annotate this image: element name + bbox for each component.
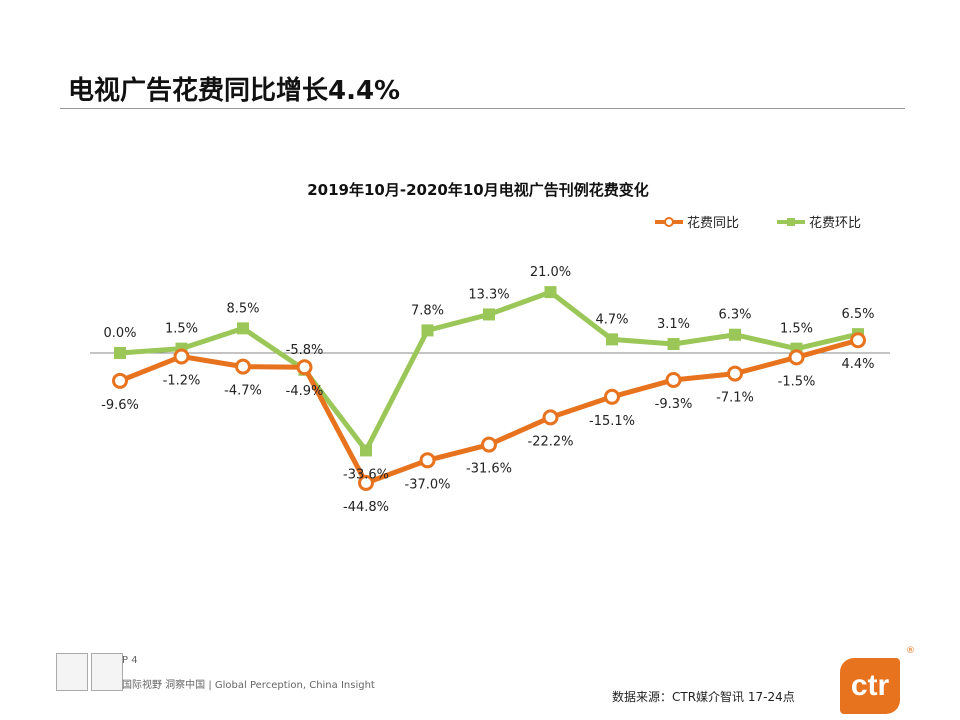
data-label: 1.5% (780, 322, 813, 337)
data-label: -44.8% (343, 500, 389, 515)
data-label: -9.3% (655, 397, 693, 412)
data-label: -4.7% (224, 384, 262, 399)
data-point (729, 328, 741, 341)
data-label: 4.7% (595, 312, 628, 327)
data-label: -22.2% (528, 434, 574, 449)
data-label: 6.5% (841, 307, 874, 322)
data-label: -9.6% (101, 398, 139, 413)
legend-label: 花费同比 (687, 215, 739, 231)
data-label: -33.6% (343, 467, 389, 482)
data-point (542, 409, 559, 426)
chart-title: 2019年10月-2020年10月电视广告刊例花费变化 (307, 181, 648, 199)
page-number: P 4 (122, 655, 138, 666)
data-source: 数据来源：CTR媒介智讯 17-24点 (612, 690, 795, 704)
data-point (667, 338, 680, 351)
legend: 花费同比 花费环比 (655, 215, 861, 231)
data-point (604, 388, 620, 405)
data-point (296, 359, 313, 376)
data-label: 6.3% (718, 308, 751, 323)
data-label: 4.4% (841, 357, 874, 372)
data-point (665, 371, 682, 388)
data-point (112, 372, 128, 389)
data-label: -4.9% (286, 384, 324, 399)
certification-logos (56, 653, 123, 691)
data-label: 21.0% (530, 265, 571, 280)
data-point (235, 358, 251, 375)
line-chart: 2019年10月-2020年10月电视广告刊例花费变化 花费同比 花费环比 -9.… (90, 181, 890, 515)
data-point (173, 348, 190, 365)
data-point (114, 347, 126, 359)
data-label: 8.5% (226, 301, 259, 316)
cert-logo-ukas (91, 653, 123, 691)
cert-logo-sgs (56, 653, 88, 691)
legend-marker (787, 218, 795, 226)
registered-mark: ® (906, 646, 915, 656)
data-point (788, 349, 805, 366)
title-divider (60, 108, 905, 109)
data-label: -5.8% (286, 343, 324, 358)
data-label: -15.1% (589, 414, 635, 429)
data-point (544, 286, 557, 299)
data-point (850, 332, 866, 349)
page-title: 电视广告花费同比增长4.4% (68, 76, 401, 106)
data-point (727, 365, 743, 382)
data-label: -7.1% (716, 391, 754, 406)
data-point (360, 444, 372, 457)
data-label: 3.1% (657, 317, 690, 332)
data-label: 1.5% (165, 322, 198, 337)
data-point (606, 333, 618, 346)
slogan: 国际视野 洞察中国 | Global Perception, China Ins… (122, 680, 375, 691)
legend-marker (664, 217, 674, 227)
data-point (483, 308, 495, 321)
data-label: 13.3% (468, 287, 509, 302)
ctr-logo: ctr (840, 658, 900, 714)
data-label: 7.8% (411, 303, 444, 318)
data-label: -1.5% (778, 374, 816, 389)
data-point (481, 436, 497, 453)
data-point (237, 322, 249, 335)
data-label: 0.0% (103, 326, 136, 341)
data-point (419, 452, 436, 469)
data-label: -37.0% (405, 477, 451, 492)
legend-label: 花费环比 (809, 215, 861, 231)
data-label: -31.6% (466, 462, 512, 477)
data-point (358, 474, 374, 491)
data-point (421, 324, 434, 337)
data-label: -1.2% (163, 373, 201, 388)
